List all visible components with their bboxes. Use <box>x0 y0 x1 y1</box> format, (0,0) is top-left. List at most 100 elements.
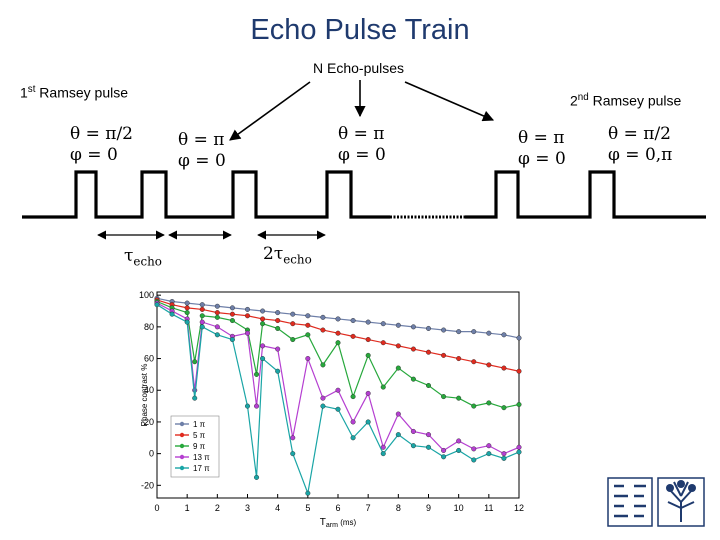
data-point <box>199 319 205 325</box>
data-point <box>260 308 266 314</box>
pulse-theta: θ = π <box>178 130 225 150</box>
data-point <box>260 356 266 362</box>
data-point <box>365 319 371 325</box>
data-point <box>229 305 235 311</box>
data-point <box>471 457 477 463</box>
institution-logo <box>607 477 705 527</box>
data-point <box>471 446 477 452</box>
data-point <box>305 356 311 362</box>
data-point <box>395 411 401 417</box>
pulse-phi: φ = 0 <box>70 145 118 165</box>
series-5 <box>154 302 522 496</box>
data-point <box>290 451 296 457</box>
data-point <box>154 302 160 308</box>
data-point <box>426 432 432 438</box>
data-point <box>199 302 205 308</box>
data-point <box>410 376 416 382</box>
data-point <box>184 310 190 316</box>
data-point <box>395 432 401 438</box>
data-point <box>184 305 190 311</box>
legend-label: 9 π <box>193 442 206 451</box>
data-point <box>214 310 220 316</box>
legend-label: 17 π <box>193 464 210 473</box>
pulse-theta: θ = π/2 <box>70 124 134 144</box>
x-tick-label: 4 <box>275 503 280 513</box>
y-tick-label: 20 <box>144 417 154 427</box>
data-point <box>305 313 311 319</box>
data-point <box>305 322 311 328</box>
data-point <box>456 438 462 444</box>
chart-legend: 1 π 5 π 9 π 13 π 17 π <box>170 415 220 478</box>
data-point <box>260 343 266 349</box>
data-point <box>275 368 281 374</box>
data-point <box>410 324 416 330</box>
data-point <box>441 394 447 400</box>
legend-label: 1 π <box>193 420 206 429</box>
data-point <box>410 428 416 434</box>
legend-marker <box>179 465 185 471</box>
y-tick-label: 40 <box>144 385 154 395</box>
data-point <box>410 346 416 352</box>
data-point <box>516 444 522 450</box>
y-tick-label: 80 <box>144 322 154 332</box>
data-point <box>471 359 477 365</box>
data-point <box>516 368 522 374</box>
pulse-params-4: θ = π φ = 0 <box>518 128 566 170</box>
data-point <box>501 365 507 371</box>
x-tick-label: 11 <box>484 503 493 513</box>
data-point <box>290 321 296 327</box>
data-point <box>229 318 235 324</box>
data-point <box>395 322 401 328</box>
x-tick-label: 8 <box>396 503 401 513</box>
data-point <box>426 444 432 450</box>
data-point <box>254 371 260 377</box>
first-ramsey-pulse-label: 1st Ramsey pulse <box>20 84 129 101</box>
pulse-phi: φ = 0 <box>518 149 566 169</box>
data-point <box>456 395 462 401</box>
page-title: Echo Pulse Train <box>250 14 470 46</box>
data-point <box>244 330 250 336</box>
x-tick-label: 12 <box>514 503 524 513</box>
legend-marker <box>179 432 185 438</box>
pulse-params-1: θ = π/2 φ = 0 <box>70 124 133 166</box>
data-point <box>395 343 401 349</box>
data-point <box>456 329 462 335</box>
data-point <box>471 403 477 409</box>
data-point <box>486 451 492 457</box>
data-point <box>426 349 432 355</box>
data-point <box>335 340 341 346</box>
x-tick-label: 1 <box>185 503 190 513</box>
data-point <box>244 313 250 319</box>
data-point <box>410 443 416 449</box>
data-point <box>365 390 371 396</box>
data-point <box>290 311 296 317</box>
data-point <box>320 314 326 320</box>
data-point <box>335 316 341 322</box>
legend-label: 5 π <box>193 431 206 440</box>
data-point <box>395 365 401 371</box>
data-point <box>275 310 281 316</box>
legend-label: 13 π <box>193 453 210 462</box>
y-tick-label: -20 <box>141 480 154 490</box>
data-point <box>305 490 311 496</box>
data-point <box>275 318 281 324</box>
data-point <box>441 327 447 333</box>
x-tick-label: 9 <box>426 503 431 513</box>
pulse-theta: θ = π/2 <box>608 124 672 144</box>
data-point <box>184 300 190 306</box>
data-point <box>335 330 341 336</box>
data-point <box>169 311 175 317</box>
data-point <box>260 321 266 327</box>
data-point <box>350 419 356 425</box>
series-2 <box>154 297 522 374</box>
data-point <box>486 443 492 449</box>
data-point <box>501 405 507 411</box>
data-point <box>456 356 462 362</box>
legend-marker <box>179 454 185 460</box>
data-point <box>350 333 356 339</box>
pulse-theta: θ = π <box>518 128 565 148</box>
data-point <box>229 311 235 317</box>
data-point <box>305 332 311 338</box>
